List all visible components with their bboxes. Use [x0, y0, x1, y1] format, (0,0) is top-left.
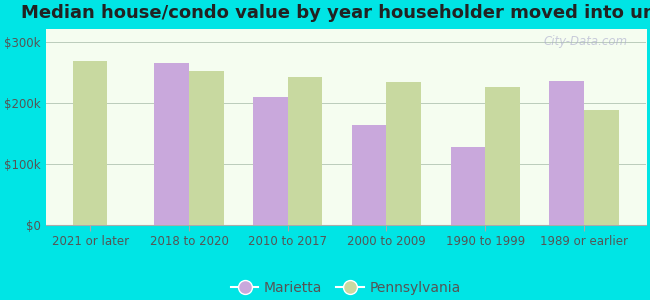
Bar: [189, 71, 224, 225]
Text: City-Data.com: City-Data.com: [543, 35, 628, 48]
Bar: [584, 110, 619, 225]
Bar: [549, 81, 584, 225]
Bar: [155, 63, 189, 225]
Bar: [253, 97, 288, 225]
Bar: [73, 61, 107, 225]
Bar: [450, 147, 486, 225]
Bar: [288, 77, 322, 225]
Bar: [486, 87, 520, 225]
Bar: [352, 125, 387, 225]
Title: Median house/condo value by year householder moved into unit: Median house/condo value by year househo…: [21, 4, 650, 22]
Legend: Marietta, Pennsylvania: Marietta, Pennsylvania: [225, 275, 467, 300]
Bar: [387, 82, 421, 225]
